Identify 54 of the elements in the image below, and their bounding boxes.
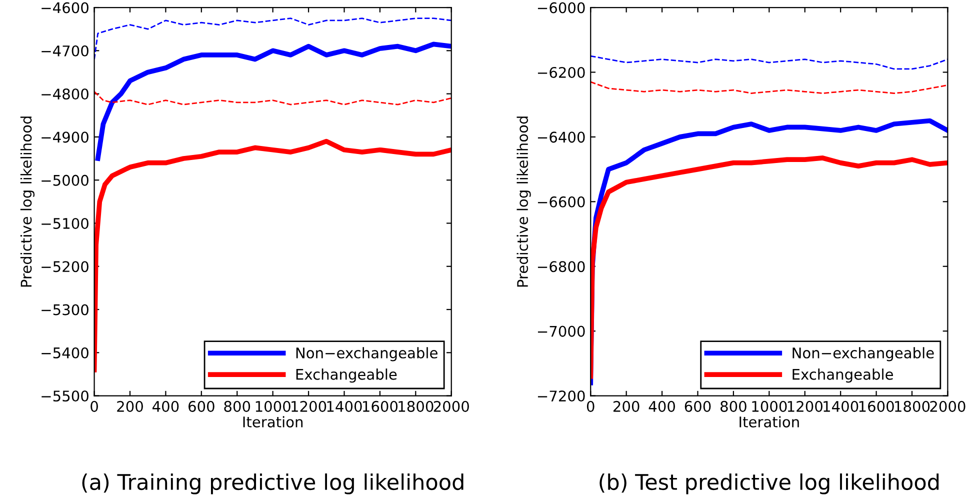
y-tick-label: −4900	[42, 132, 88, 143]
legend-label: Non−exchangeable	[792, 347, 934, 362]
line-series	[590, 55, 948, 70]
y-tick-label: −4800	[42, 88, 88, 100]
text: (a) Training predictive log likelihood	[82, 473, 464, 494]
legend-label: Non−exchangeable	[296, 347, 438, 362]
y-tick-label: −5400	[42, 347, 88, 358]
x-tick-label: 200	[613, 400, 640, 412]
x-tick-label: 2000	[434, 400, 469, 412]
line-series	[94, 18, 452, 60]
y-tick-label: −6400	[538, 132, 585, 143]
y-tick-label: −5200	[42, 261, 88, 272]
legend-label: Exchangeable	[296, 368, 397, 383]
x-tick-label: 800	[224, 400, 250, 412]
line-series	[94, 90, 452, 106]
x-tick-label: 0	[586, 400, 594, 412]
x-tick-label: 1600	[859, 400, 894, 412]
x-tick-label: 1400	[327, 400, 362, 412]
line-series	[590, 81, 948, 94]
x-tick-label: 1400	[824, 400, 858, 412]
x-axis-title: Iteration	[243, 416, 303, 428]
x-tick-label: 1600	[362, 400, 398, 412]
y-tick-label: −5500	[42, 390, 88, 402]
x-tick-label: 0	[90, 400, 98, 412]
x-tick-label: 400	[648, 400, 675, 412]
x-tick-label: 1800	[398, 400, 434, 412]
y-tick-label: −5000	[42, 174, 88, 186]
y-tick-label: −7000	[538, 326, 585, 337]
x-tick-label: 1800	[895, 400, 930, 412]
y-axis-title: Predictive log likelihood	[516, 116, 531, 287]
x-tick-label: 2000	[930, 400, 966, 412]
x-tick-label: 800	[720, 400, 746, 412]
y-tick-label: −4700	[42, 45, 88, 56]
x-tick-label: 1200	[788, 400, 822, 412]
y-tick-label: −6200	[538, 66, 585, 78]
x-tick-label: 400	[152, 400, 179, 412]
y-tick-label: −5100	[42, 218, 88, 229]
y-tick-label: −6000	[538, 2, 585, 14]
y-tick-label: −4600	[42, 2, 88, 14]
x-axis-title: Iteration	[740, 416, 799, 428]
x-tick-label: 1000	[256, 400, 290, 412]
legend-label: Exchangeable	[792, 368, 893, 383]
x-tick-label: 1200	[292, 400, 326, 412]
y-tick-label: −6600	[538, 196, 585, 208]
line-series	[95, 42, 452, 161]
x-tick-label: 600	[684, 400, 711, 412]
x-tick-label: 200	[117, 400, 143, 412]
y-axis-title: Predictive log likelihood	[20, 116, 35, 287]
y-tick-label: −6800	[538, 261, 585, 272]
text: (b) Test predictive log likelihood	[600, 473, 939, 494]
y-tick-label: −5300	[42, 304, 88, 316]
y-tick-label: −7200	[538, 390, 585, 402]
x-tick-label: 1000	[752, 400, 787, 412]
x-tick-label: 600	[188, 400, 214, 412]
